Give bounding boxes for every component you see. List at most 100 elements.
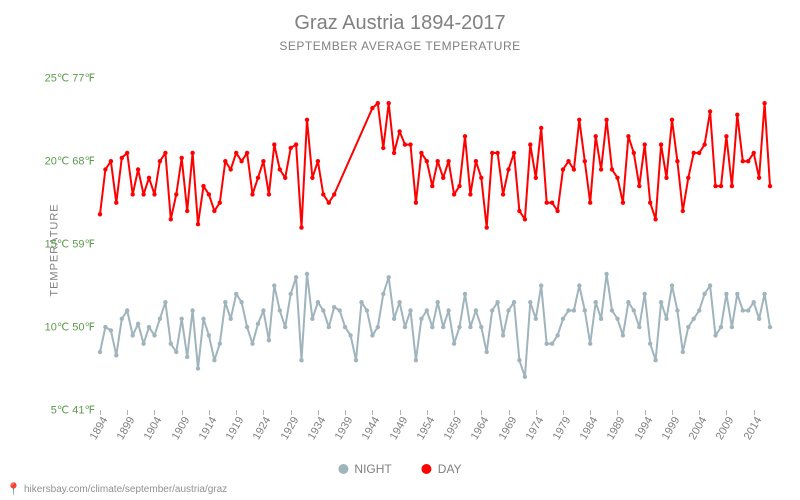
legend: NIGHT DAY (338, 462, 461, 476)
series-marker-night (583, 308, 587, 312)
series-marker-day (479, 176, 483, 180)
series-marker-night (534, 317, 538, 321)
series-marker-day (468, 192, 472, 196)
series-marker-night (98, 350, 102, 354)
x-tick-label: 1894 (88, 415, 111, 442)
series-marker-night (730, 325, 734, 329)
series-marker-day (430, 184, 434, 188)
series-marker-day (185, 209, 189, 213)
series-marker-night (321, 308, 325, 312)
y-tick-label: 15℃ 59℉ (35, 238, 95, 251)
series-marker-day (381, 146, 385, 150)
series-marker-night (256, 322, 260, 326)
series-marker-day (741, 159, 745, 163)
series-marker-day (136, 167, 140, 171)
series-marker-day (376, 101, 380, 105)
legend-label-night: NIGHT (354, 462, 391, 476)
series-marker-day (261, 159, 265, 163)
series-marker-day (561, 167, 565, 171)
series-marker-day (474, 159, 478, 163)
series-marker-night (120, 317, 124, 321)
series-marker-night (163, 300, 167, 304)
series-marker-night (359, 300, 363, 304)
series-marker-night (561, 317, 565, 321)
series-marker-night (648, 342, 652, 346)
series-marker-night (239, 300, 243, 304)
series-marker-day (201, 184, 205, 188)
series-marker-day (735, 113, 739, 117)
series-marker-night (512, 300, 516, 304)
series-marker-night (457, 325, 461, 329)
series-marker-night (278, 308, 282, 312)
series-marker-day (316, 159, 320, 163)
series-marker-night (594, 300, 598, 304)
series-marker-day (163, 151, 167, 155)
series-marker-day (495, 151, 499, 155)
legend-marker-night (338, 464, 348, 474)
series-marker-night (485, 350, 489, 354)
series-marker-night (599, 317, 603, 321)
credit-line: 📍 hikersbay.com/climate/september/austri… (6, 482, 227, 496)
series-marker-day (648, 201, 652, 205)
series-marker-day (604, 118, 608, 122)
series-marker-night (365, 308, 369, 312)
series-marker-day (545, 201, 549, 205)
series-marker-night (141, 342, 145, 346)
series-marker-night (147, 325, 151, 329)
series-marker-day (212, 209, 216, 213)
series-marker-day (196, 222, 200, 226)
series-marker-day (158, 159, 162, 163)
series-marker-day (267, 192, 271, 196)
series-marker-night (196, 366, 200, 370)
series-marker-night (692, 317, 696, 321)
series-marker-day (370, 106, 374, 110)
series-marker-day (174, 192, 178, 196)
series-marker-day (408, 142, 412, 146)
series-marker-night (577, 283, 581, 287)
series-marker-day (457, 184, 461, 188)
series-marker-day (485, 225, 489, 229)
series-marker-night (588, 342, 592, 346)
series-marker-day (403, 142, 407, 146)
series-marker-day (621, 201, 625, 205)
series-marker-night (370, 333, 374, 337)
series-marker-day (283, 176, 287, 180)
series-marker-day (610, 167, 614, 171)
series-marker-day (588, 201, 592, 205)
y-tick-label: 25℃ 77℉ (35, 72, 95, 85)
series-marker-day (125, 151, 129, 155)
series-marker-day (299, 225, 303, 229)
series-marker-day (681, 209, 685, 213)
series-marker-night (152, 333, 156, 337)
series-marker-night (643, 292, 647, 296)
series-marker-night (436, 300, 440, 304)
series-marker-night (180, 317, 184, 321)
series-marker-day (512, 151, 516, 155)
x-tick-label: 2009 (714, 415, 737, 442)
series-marker-night (697, 308, 701, 312)
x-tick-label: 1969 (496, 415, 519, 442)
y-tick-label: 5℃ 41℉ (35, 404, 95, 417)
series-marker-day (713, 184, 717, 188)
series-marker-day (278, 167, 282, 171)
series-marker-day (305, 118, 309, 122)
series-marker-night (381, 292, 385, 296)
x-tick-label: 1904 (142, 415, 165, 442)
series-marker-night (610, 308, 614, 312)
series-marker-day (686, 176, 690, 180)
series-marker-night (245, 325, 249, 329)
series-marker-day (463, 134, 467, 138)
series-marker-night (474, 308, 478, 312)
series-marker-night (670, 283, 674, 287)
series-marker-night (659, 300, 663, 304)
series-marker-night (719, 325, 723, 329)
series-marker-night (768, 325, 772, 329)
series-marker-night (752, 300, 756, 304)
series-marker-night (169, 342, 173, 346)
x-tick-label: 1909 (169, 415, 192, 442)
x-tick-label: 1999 (660, 415, 683, 442)
x-tick-label: 1929 (278, 415, 301, 442)
series-marker-day (425, 159, 429, 163)
series-marker-night (158, 317, 162, 321)
series-marker-day (294, 142, 298, 146)
